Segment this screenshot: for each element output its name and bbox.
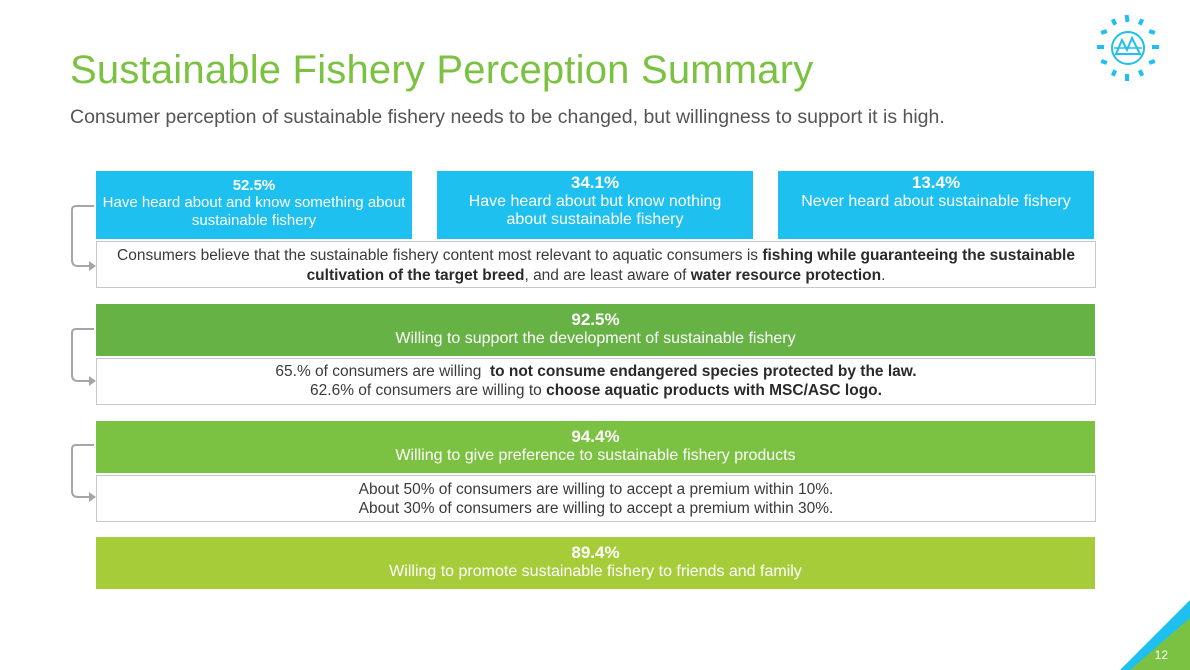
bracket-arrow-icon — [71, 205, 96, 271]
sun-globe-logo-icon — [1097, 14, 1159, 81]
note-emphasis: to not consume endangered species protec… — [489, 363, 917, 380]
awareness-box-heard-and-know: 52.5% Have heard about and know somethin… — [96, 171, 412, 239]
awareness-percent: 52.5% — [232, 177, 276, 194]
note-emphasis: choose aquatic products with MSC/ASC log… — [546, 382, 882, 400]
note-text: 62.6% of consumers are willing to — [310, 382, 547, 400]
page-subtitle: Consumer perception of sustainable fishe… — [70, 106, 945, 128]
note-text: . — [881, 267, 886, 285]
support-box: 92.5% Willing to support the development… — [96, 304, 1095, 356]
note-emphasis: fishing while guaranteeing the sustainab… — [306, 247, 1075, 285]
awareness-box-heard-know-nothing: 34.1% Have heard about but know nothing … — [437, 171, 753, 239]
note-text: 65.% of consumers are willing — [275, 363, 490, 380]
awareness-label: Have heard about and know something abou… — [102, 194, 406, 229]
note-line: About 30% of consumers are willing to ac… — [358, 500, 834, 518]
page-title: Sustainable Fishery Perception Summary — [70, 48, 814, 92]
bracket-arrow-icon — [71, 328, 96, 386]
awareness-note: Consumers believe that the sustainable f… — [96, 241, 1096, 288]
awareness-label: Never heard about sustainable fishery — [801, 192, 1071, 210]
note-text: Consumers believe that the sustainable f… — [117, 247, 763, 264]
preference-note: About 50% of consumers are willing to ac… — [96, 475, 1096, 522]
bracket-arrow-icon — [71, 444, 96, 502]
support-label: Willing to support the development of su… — [395, 329, 796, 347]
page-number: 12 — [1154, 648, 1168, 662]
awareness-label: Have heard about but know nothing about … — [468, 192, 722, 228]
support-note: 65.% of consumers are willing to not con… — [96, 358, 1096, 405]
promote-box: 89.4% Willing to promote sustainable fis… — [96, 537, 1095, 589]
awareness-percent: 34.1% — [570, 173, 620, 192]
corner-decoration — [1120, 600, 1190, 670]
support-percent: 92.5% — [571, 310, 620, 329]
preference-box: 94.4% Willing to give preference to sust… — [96, 421, 1095, 473]
promote-percent: 89.4% — [571, 543, 620, 562]
awareness-box-never-heard: 13.4% Never heard about sustainable fish… — [778, 171, 1094, 239]
preference-label: Willing to give preference to sustainabl… — [395, 446, 796, 464]
awareness-percent: 13.4% — [911, 173, 961, 192]
note-emphasis: water resource protection — [690, 267, 882, 285]
preference-percent: 94.4% — [571, 427, 620, 446]
promote-label: Willing to promote sustainable fishery t… — [389, 562, 802, 580]
note-line: About 50% of consumers are willing to ac… — [358, 481, 834, 498]
note-text: , and are least aware of — [524, 267, 691, 285]
